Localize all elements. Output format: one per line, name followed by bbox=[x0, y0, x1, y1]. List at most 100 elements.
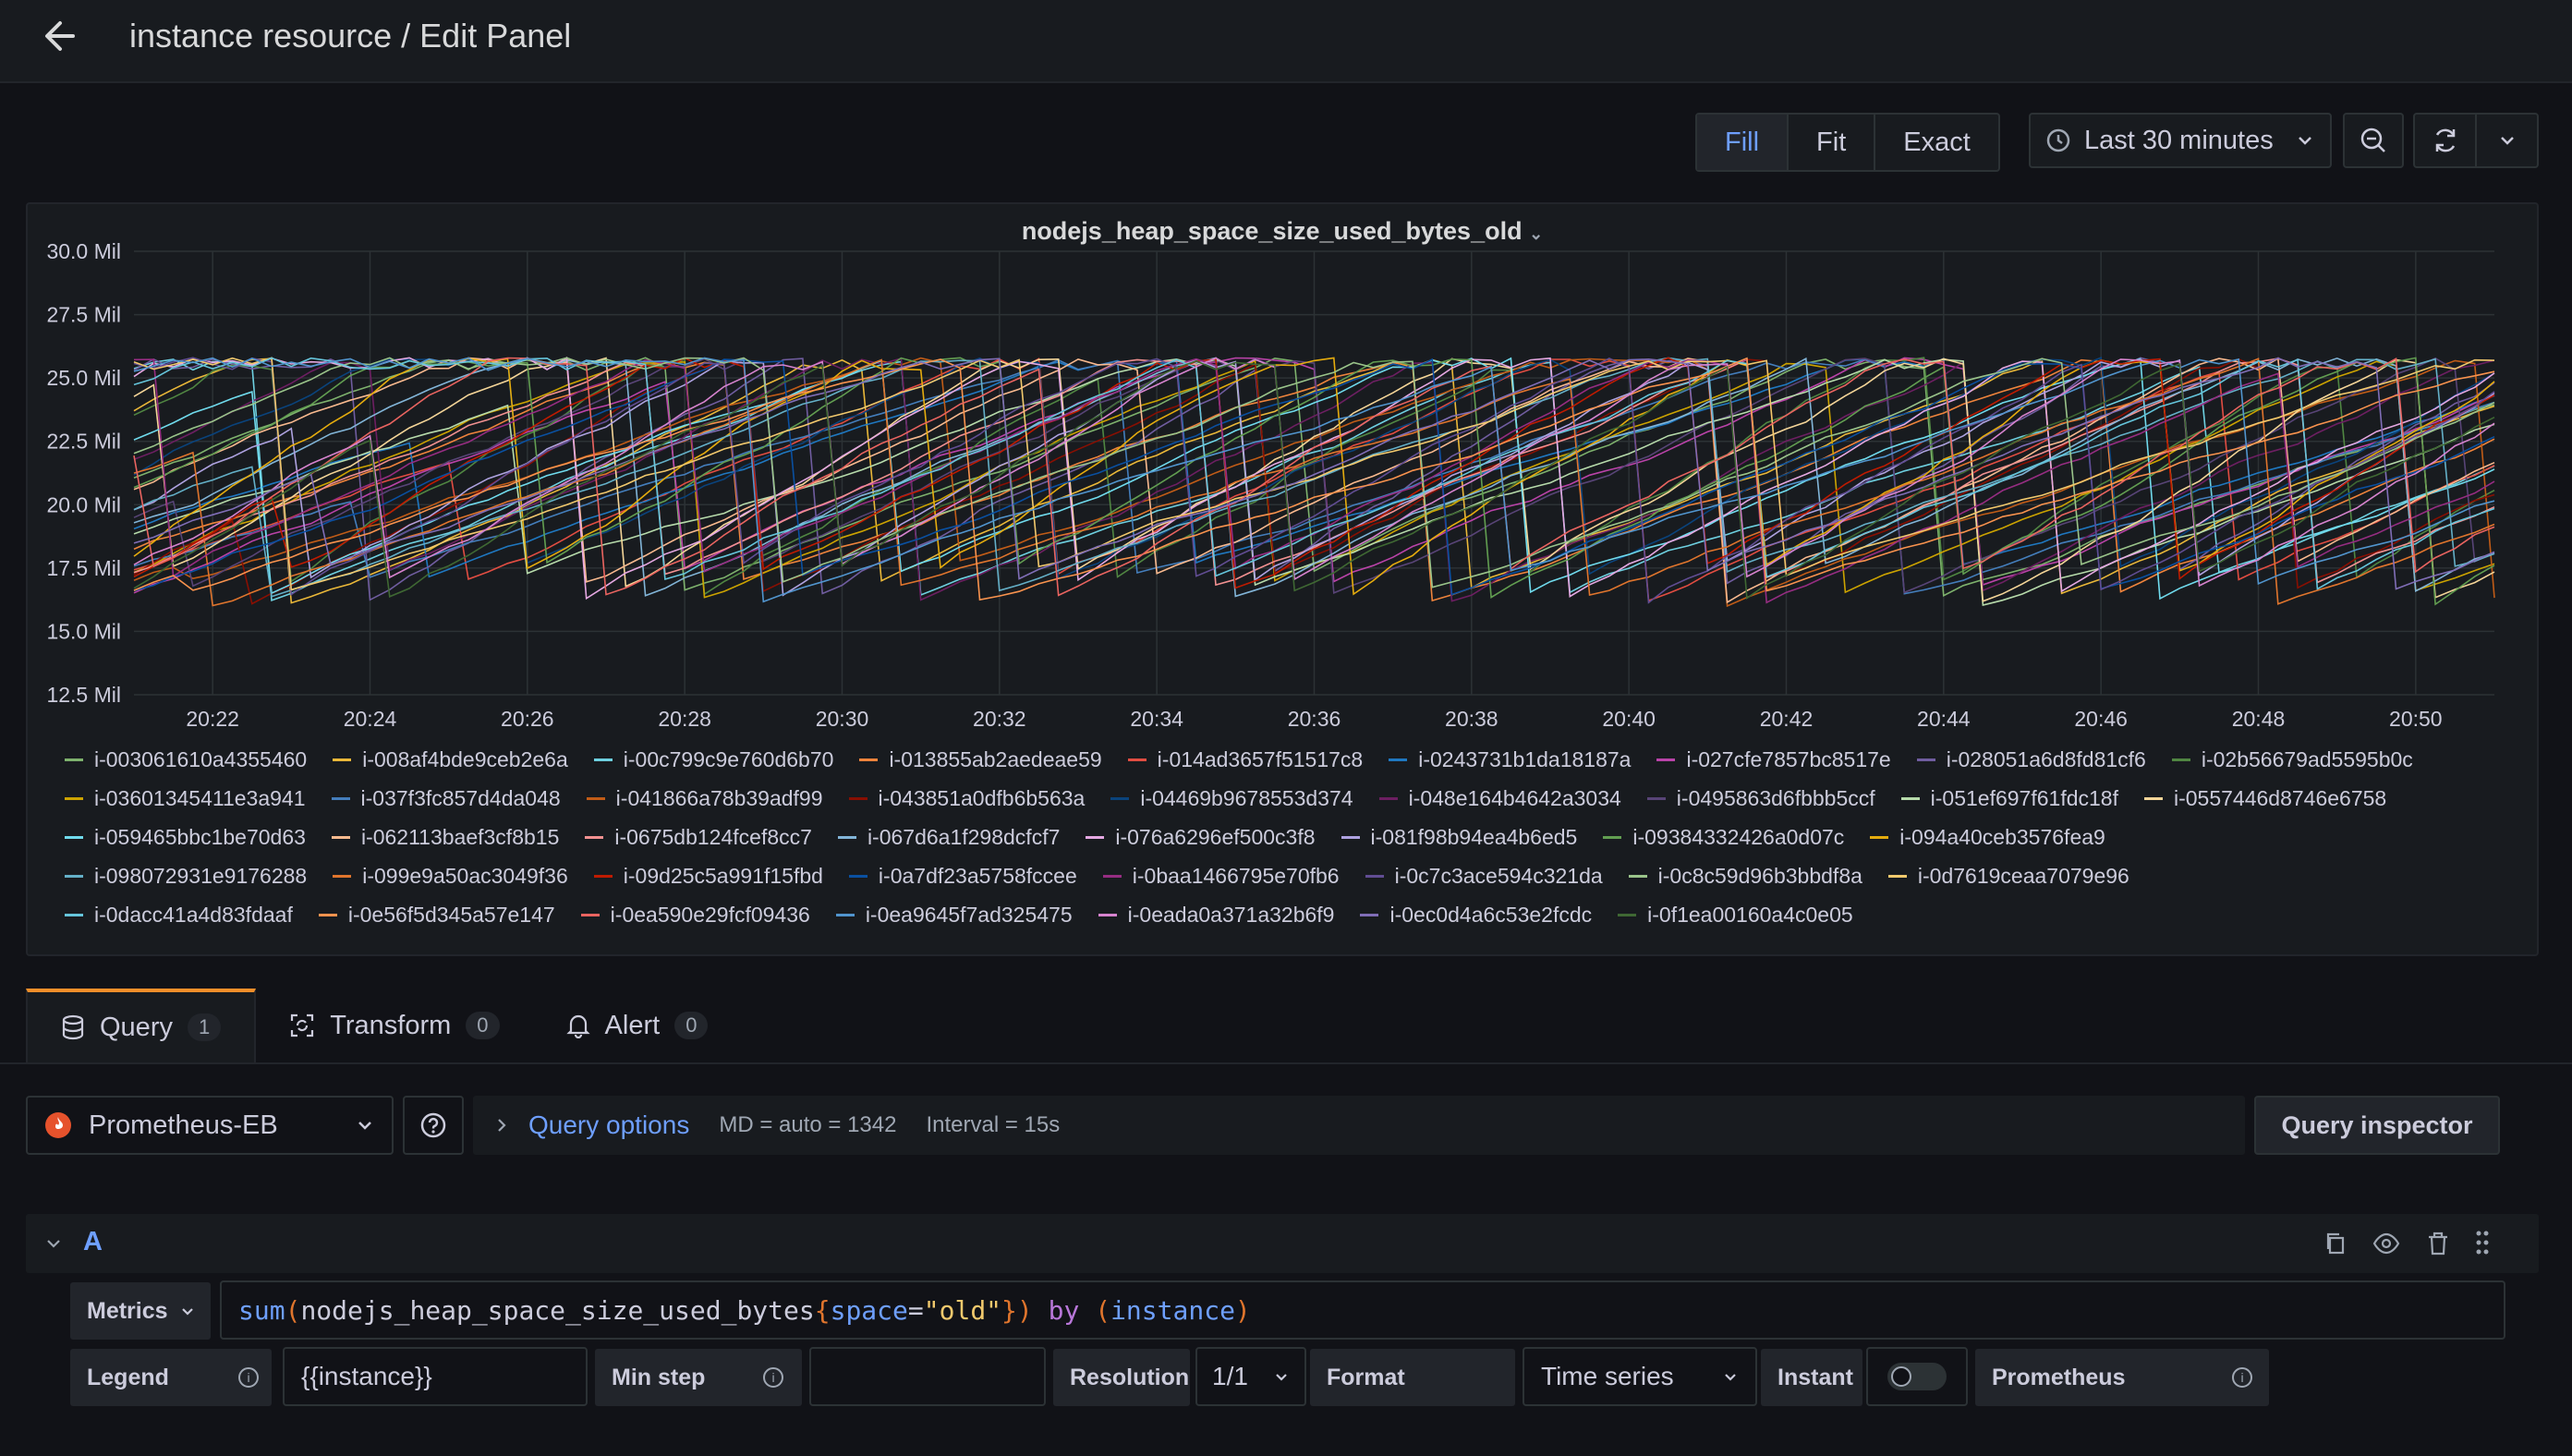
query-ref-id[interactable]: A bbox=[83, 1227, 103, 1256]
time-picker-button[interactable]: Last 30 minutes bbox=[2029, 113, 2332, 168]
legend-item[interactable]: i-0675db124fcef8cc7 bbox=[585, 825, 812, 850]
chevron-down-icon bbox=[179, 1303, 196, 1319]
chevron-down-icon bbox=[355, 1115, 375, 1135]
eye-icon[interactable] bbox=[2372, 1231, 2400, 1256]
fit-button[interactable]: Fit bbox=[1789, 115, 1876, 170]
legend-item[interactable]: i-0c8c59d96b3bbdf8a bbox=[1628, 864, 1862, 889]
legend-label: i-04469b9678553d374 bbox=[1140, 785, 1353, 810]
legend-item[interactable]: i-067d6a1f298dcfcf7 bbox=[837, 825, 1060, 850]
chevron-down-icon bbox=[2497, 130, 2517, 151]
query-options-bar[interactable]: Query options MD = auto = 1342 Interval … bbox=[473, 1096, 2245, 1155]
x-tick-label: 20:24 bbox=[344, 707, 397, 731]
legend-item[interactable]: i-014ad3657f51517c8 bbox=[1127, 747, 1363, 772]
legend-item[interactable]: i-041866a78b39adf99 bbox=[586, 786, 823, 811]
legend-item[interactable]: i-04469b9678553d374 bbox=[1110, 786, 1353, 811]
query-inspector-button[interactable]: Query inspector bbox=[2254, 1096, 2500, 1155]
instant-toggle[interactable] bbox=[1866, 1347, 1968, 1406]
fill-button[interactable]: Fill bbox=[1697, 115, 1789, 170]
legend-item[interactable]: i-013855ab2aedeae59 bbox=[859, 747, 1102, 772]
time-series-chart[interactable]: 30.0 Mil 27.5 Mil 25.0 Mil 22.5 Mil 20.0 Mil… bbox=[28, 241, 2537, 740]
legend-item[interactable]: i-0243731b1da18187a bbox=[1389, 747, 1631, 772]
legend-swatch bbox=[835, 913, 855, 916]
series-line bbox=[133, 357, 2495, 605]
legend-item[interactable]: i-094a40ceb3576fea9 bbox=[1870, 825, 2105, 850]
legend-item[interactable]: i-0c7c3ace594c321da bbox=[1365, 864, 1603, 889]
datasource-picker[interactable]: Prometheus-EB bbox=[26, 1096, 394, 1155]
legend-label: i-094a40ceb3576fea9 bbox=[1899, 824, 2105, 849]
tab-transform[interactable]: Transform 0 bbox=[256, 989, 532, 1062]
exact-button[interactable]: Exact bbox=[1903, 127, 1971, 157]
legend-label: i-09384332426a0d07c bbox=[1632, 824, 1845, 849]
drag-handle-icon[interactable] bbox=[2474, 1229, 2491, 1256]
legend-item[interactable]: i-0ec0d4a6c53e2fcdc bbox=[1360, 903, 1592, 928]
legend-item[interactable]: i-081f98b94ea4b6ed5 bbox=[1341, 825, 1577, 850]
legend-item[interactable]: i-0d7619ceaa7079e96 bbox=[1887, 864, 2129, 889]
legend-item[interactable]: i-0eada0a371a32b6f9 bbox=[1098, 903, 1334, 928]
legend-swatch bbox=[333, 874, 352, 878]
metrics-browser-button[interactable]: Metrics bbox=[70, 1282, 211, 1340]
promql-token: ( bbox=[1095, 1294, 1111, 1326]
legend-item[interactable]: i-008af4bde9ceb2e6a bbox=[333, 747, 568, 772]
legend-item[interactable]: i-0baa1466795e70fb6 bbox=[1102, 864, 1340, 889]
legend-item[interactable]: i-076a6296ef500c3f8 bbox=[1086, 825, 1316, 850]
format-select[interactable]: Time series bbox=[1523, 1347, 1757, 1406]
resolution-select[interactable]: 1/1 bbox=[1195, 1347, 1306, 1406]
y-tick-label: 25.0 Mil bbox=[46, 366, 121, 390]
back-arrow-icon[interactable] bbox=[37, 13, 83, 59]
x-tick-label: 20:34 bbox=[1130, 707, 1183, 731]
legend-item[interactable]: i-09384332426a0d07c bbox=[1603, 825, 1844, 850]
legend-item[interactable]: i-09d25c5a991f15fbd bbox=[593, 864, 823, 889]
refresh-button[interactable] bbox=[2415, 115, 2477, 166]
legend-item[interactable]: i-062113baef3cf8b15 bbox=[331, 825, 559, 850]
legend-item[interactable]: i-0e56f5d345a57e147 bbox=[318, 903, 555, 928]
legend-item[interactable]: i-048e164b4642a3034 bbox=[1378, 786, 1621, 811]
trash-icon[interactable] bbox=[2426, 1231, 2450, 1256]
legend-item[interactable]: i-00c799c9e760d6b70 bbox=[593, 747, 833, 772]
legend-item[interactable]: i-03601345411e3a941 bbox=[65, 786, 306, 811]
legend-swatch bbox=[331, 796, 350, 800]
tab-alert[interactable]: Alert 0 bbox=[533, 989, 742, 1062]
legend-item[interactable]: i-027cfe7857bc8517e bbox=[1656, 747, 1891, 772]
promql-query-editor[interactable]: sum(nodejs_heap_space_size_used_bytes{sp… bbox=[220, 1280, 2505, 1340]
x-tick-label: 20:28 bbox=[658, 707, 711, 731]
legend-item[interactable]: i-0ea9645f7ad325475 bbox=[835, 903, 1073, 928]
panel-title[interactable]: nodejs_heap_space_size_used_bytes_old ⌄ bbox=[28, 217, 2537, 246]
legend-format-input[interactable]: {{instance}} bbox=[283, 1347, 588, 1406]
info-icon[interactable]: i bbox=[2232, 1367, 2252, 1388]
x-tick-label: 20:36 bbox=[1288, 707, 1341, 731]
legend-item[interactable]: i-043851a0dfb6b563a bbox=[848, 786, 1085, 811]
zoom-out-button[interactable] bbox=[2343, 113, 2404, 168]
legend-label: i-0c7c3ace594c321da bbox=[1394, 863, 1603, 888]
legend-item[interactable]: i-02b56679ad5595b0c bbox=[2171, 747, 2413, 772]
refresh-interval-dropdown[interactable] bbox=[2477, 115, 2537, 166]
legend-item[interactable]: i-051ef697f61fdc18f bbox=[1900, 786, 2118, 811]
legend-item[interactable]: i-0ea590e29fcf09436 bbox=[580, 903, 810, 928]
y-tick-label: 15.0 Mil bbox=[46, 619, 121, 643]
collapse-chevron-icon[interactable] bbox=[44, 1234, 63, 1253]
legend-swatch bbox=[848, 796, 867, 800]
legend-item[interactable]: i-003061610a4355460 bbox=[65, 747, 307, 772]
legend-swatch bbox=[1646, 796, 1666, 800]
legend-item[interactable]: i-059465bbc1be70d63 bbox=[65, 825, 306, 850]
help-button[interactable] bbox=[403, 1096, 464, 1155]
legend-item[interactable]: i-098072931e9176288 bbox=[65, 864, 307, 889]
legend-item[interactable]: i-028051a6d8fd81cf6 bbox=[1916, 747, 2146, 772]
legend-item[interactable]: i-0557446d8746e6758 bbox=[2143, 786, 2386, 811]
info-icon[interactable]: i bbox=[763, 1367, 783, 1388]
legend-item[interactable]: i-0dacc41a4d83fdaaf bbox=[65, 903, 293, 928]
query-options-label[interactable]: Query options bbox=[528, 1110, 690, 1139]
tab-query[interactable]: Query 1 bbox=[26, 989, 257, 1062]
legend-item[interactable]: i-0495863d6fbbb5ccf bbox=[1646, 786, 1875, 811]
legend-label: i-0243731b1da18187a bbox=[1418, 746, 1632, 771]
legend-row: i-003061610a4355460 i-008af4bde9ceb2e6a i-… bbox=[65, 740, 2522, 779]
min-step-input[interactable] bbox=[809, 1347, 1046, 1406]
legend-item[interactable]: i-099e9a50ac3049f36 bbox=[333, 864, 568, 889]
info-icon[interactable]: i bbox=[238, 1367, 259, 1388]
legend-item[interactable]: i-0a7df23a5758fccee bbox=[848, 864, 1077, 889]
legend-label: i-059465bbc1be70d63 bbox=[94, 824, 306, 849]
legend-item[interactable]: i-0f1ea00160a4c0e05 bbox=[1618, 903, 1853, 928]
duplicate-icon[interactable] bbox=[2323, 1231, 2348, 1256]
legend-item[interactable]: i-037f3fc857d4da048 bbox=[331, 786, 561, 811]
x-tick-label: 20:38 bbox=[1445, 707, 1498, 731]
promql-expression[interactable]: sum(nodejs_heap_space_size_used_bytes{sp… bbox=[238, 1295, 1251, 1326]
